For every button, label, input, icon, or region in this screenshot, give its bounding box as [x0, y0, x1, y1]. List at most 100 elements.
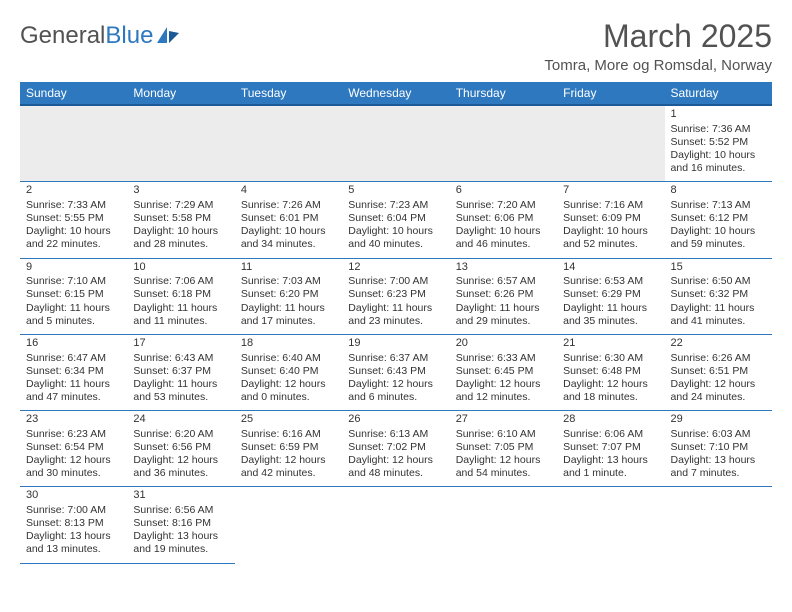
sunset-text: Sunset: 6:43 PM — [348, 365, 443, 378]
calendar-cell: 13Sunrise: 6:57 AMSunset: 6:26 PMDayligh… — [450, 258, 557, 334]
day-number: 2 — [26, 184, 121, 198]
sunrise-text: Sunrise: 6:40 AM — [241, 352, 336, 365]
calendar-cell: 16Sunrise: 6:47 AMSunset: 6:34 PMDayligh… — [20, 334, 127, 410]
calendar-cell: 23Sunrise: 6:23 AMSunset: 6:54 PMDayligh… — [20, 411, 127, 487]
calendar-cell: 15Sunrise: 6:50 AMSunset: 6:32 PMDayligh… — [665, 258, 772, 334]
sunset-text: Sunset: 8:16 PM — [133, 517, 228, 530]
calendar-cell: 5Sunrise: 7:23 AMSunset: 6:04 PMDaylight… — [342, 182, 449, 258]
sunrise-text: Sunrise: 6:47 AM — [26, 352, 121, 365]
daylight-text: Daylight: 13 hours and 7 minutes. — [671, 454, 766, 480]
day-number: 26 — [348, 413, 443, 427]
sunset-text: Sunset: 6:23 PM — [348, 288, 443, 301]
calendar-cell: 14Sunrise: 6:53 AMSunset: 6:29 PMDayligh… — [557, 258, 664, 334]
calendar-cell: 21Sunrise: 6:30 AMSunset: 6:48 PMDayligh… — [557, 334, 664, 410]
sunrise-text: Sunrise: 7:29 AM — [133, 199, 228, 212]
calendar-cell: 4Sunrise: 7:26 AMSunset: 6:01 PMDaylight… — [235, 182, 342, 258]
sunset-text: Sunset: 6:20 PM — [241, 288, 336, 301]
sunset-text: Sunset: 6:34 PM — [26, 365, 121, 378]
day-number: 27 — [456, 413, 551, 427]
col-tuesday: Tuesday — [235, 82, 342, 105]
sunset-text: Sunset: 6:06 PM — [456, 212, 551, 225]
col-thursday: Thursday — [450, 82, 557, 105]
calendar-table: Sunday Monday Tuesday Wednesday Thursday… — [20, 82, 772, 564]
sunrise-text: Sunrise: 6:26 AM — [671, 352, 766, 365]
sunset-text: Sunset: 6:15 PM — [26, 288, 121, 301]
col-sunday: Sunday — [20, 82, 127, 105]
col-wednesday: Wednesday — [342, 82, 449, 105]
daylight-text: Daylight: 10 hours and 34 minutes. — [241, 225, 336, 251]
sunset-text: Sunset: 7:02 PM — [348, 441, 443, 454]
calendar-cell: 1Sunrise: 7:36 AMSunset: 5:52 PMDaylight… — [665, 105, 772, 182]
daylight-text: Daylight: 13 hours and 13 minutes. — [26, 530, 121, 556]
sunrise-text: Sunrise: 7:23 AM — [348, 199, 443, 212]
sunrise-text: Sunrise: 6:37 AM — [348, 352, 443, 365]
sunrise-text: Sunrise: 7:16 AM — [563, 199, 658, 212]
calendar-cell — [235, 105, 342, 182]
daylight-text: Daylight: 12 hours and 36 minutes. — [133, 454, 228, 480]
calendar-cell — [20, 105, 127, 182]
sunrise-text: Sunrise: 6:20 AM — [133, 428, 228, 441]
sunset-text: Sunset: 6:40 PM — [241, 365, 336, 378]
day-number: 16 — [26, 337, 121, 351]
sunset-text: Sunset: 6:48 PM — [563, 365, 658, 378]
sunset-text: Sunset: 8:13 PM — [26, 517, 121, 530]
calendar-cell — [342, 105, 449, 182]
calendar-cell — [235, 487, 342, 563]
day-number: 3 — [133, 184, 228, 198]
day-number: 4 — [241, 184, 336, 198]
calendar-cell: 7Sunrise: 7:16 AMSunset: 6:09 PMDaylight… — [557, 182, 664, 258]
calendar-cell: 31Sunrise: 6:56 AMSunset: 8:16 PMDayligh… — [127, 487, 234, 563]
sunset-text: Sunset: 7:05 PM — [456, 441, 551, 454]
day-number: 5 — [348, 184, 443, 198]
sunrise-text: Sunrise: 7:33 AM — [26, 199, 121, 212]
daylight-text: Daylight: 11 hours and 23 minutes. — [348, 302, 443, 328]
sunrise-text: Sunrise: 7:00 AM — [26, 504, 121, 517]
calendar-cell: 18Sunrise: 6:40 AMSunset: 6:40 PMDayligh… — [235, 334, 342, 410]
daylight-text: Daylight: 12 hours and 42 minutes. — [241, 454, 336, 480]
sunset-text: Sunset: 6:29 PM — [563, 288, 658, 301]
calendar-cell: 6Sunrise: 7:20 AMSunset: 6:06 PMDaylight… — [450, 182, 557, 258]
day-number: 23 — [26, 413, 121, 427]
daylight-text: Daylight: 11 hours and 5 minutes. — [26, 302, 121, 328]
daylight-text: Daylight: 10 hours and 52 minutes. — [563, 225, 658, 251]
calendar-cell: 26Sunrise: 6:13 AMSunset: 7:02 PMDayligh… — [342, 411, 449, 487]
day-header-row: Sunday Monday Tuesday Wednesday Thursday… — [20, 82, 772, 105]
calendar-cell — [557, 487, 664, 563]
day-number: 9 — [26, 261, 121, 275]
calendar-row: 23Sunrise: 6:23 AMSunset: 6:54 PMDayligh… — [20, 411, 772, 487]
day-number: 18 — [241, 337, 336, 351]
daylight-text: Daylight: 11 hours and 11 minutes. — [133, 302, 228, 328]
sunrise-text: Sunrise: 6:50 AM — [671, 275, 766, 288]
sunset-text: Sunset: 5:52 PM — [671, 136, 766, 149]
daylight-text: Daylight: 10 hours and 22 minutes. — [26, 225, 121, 251]
header: GeneralBlue March 2025 Tomra, More og Ro… — [20, 18, 772, 74]
calendar-cell — [342, 487, 449, 563]
sunrise-text: Sunrise: 6:33 AM — [456, 352, 551, 365]
col-friday: Friday — [557, 82, 664, 105]
sunset-text: Sunset: 6:56 PM — [133, 441, 228, 454]
calendar-cell — [557, 105, 664, 182]
calendar-cell: 17Sunrise: 6:43 AMSunset: 6:37 PMDayligh… — [127, 334, 234, 410]
logo-sail-icon — [155, 25, 181, 45]
calendar-cell: 30Sunrise: 7:00 AMSunset: 8:13 PMDayligh… — [20, 487, 127, 563]
day-number: 21 — [563, 337, 658, 351]
day-number: 29 — [671, 413, 766, 427]
calendar-row: 2Sunrise: 7:33 AMSunset: 5:55 PMDaylight… — [20, 182, 772, 258]
sunset-text: Sunset: 6:45 PM — [456, 365, 551, 378]
daylight-text: Daylight: 11 hours and 35 minutes. — [563, 302, 658, 328]
logo-text-2: Blue — [105, 22, 153, 50]
day-number: 1 — [671, 108, 766, 122]
daylight-text: Daylight: 11 hours and 41 minutes. — [671, 302, 766, 328]
day-number: 8 — [671, 184, 766, 198]
calendar-body: 1Sunrise: 7:36 AMSunset: 5:52 PMDaylight… — [20, 105, 772, 563]
day-number: 13 — [456, 261, 551, 275]
calendar-cell: 10Sunrise: 7:06 AMSunset: 6:18 PMDayligh… — [127, 258, 234, 334]
calendar-cell — [450, 105, 557, 182]
sunrise-text: Sunrise: 7:26 AM — [241, 199, 336, 212]
sunrise-text: Sunrise: 6:53 AM — [563, 275, 658, 288]
sunrise-text: Sunrise: 7:03 AM — [241, 275, 336, 288]
calendar-cell: 19Sunrise: 6:37 AMSunset: 6:43 PMDayligh… — [342, 334, 449, 410]
sunrise-text: Sunrise: 6:03 AM — [671, 428, 766, 441]
col-monday: Monday — [127, 82, 234, 105]
daylight-text: Daylight: 12 hours and 54 minutes. — [456, 454, 551, 480]
